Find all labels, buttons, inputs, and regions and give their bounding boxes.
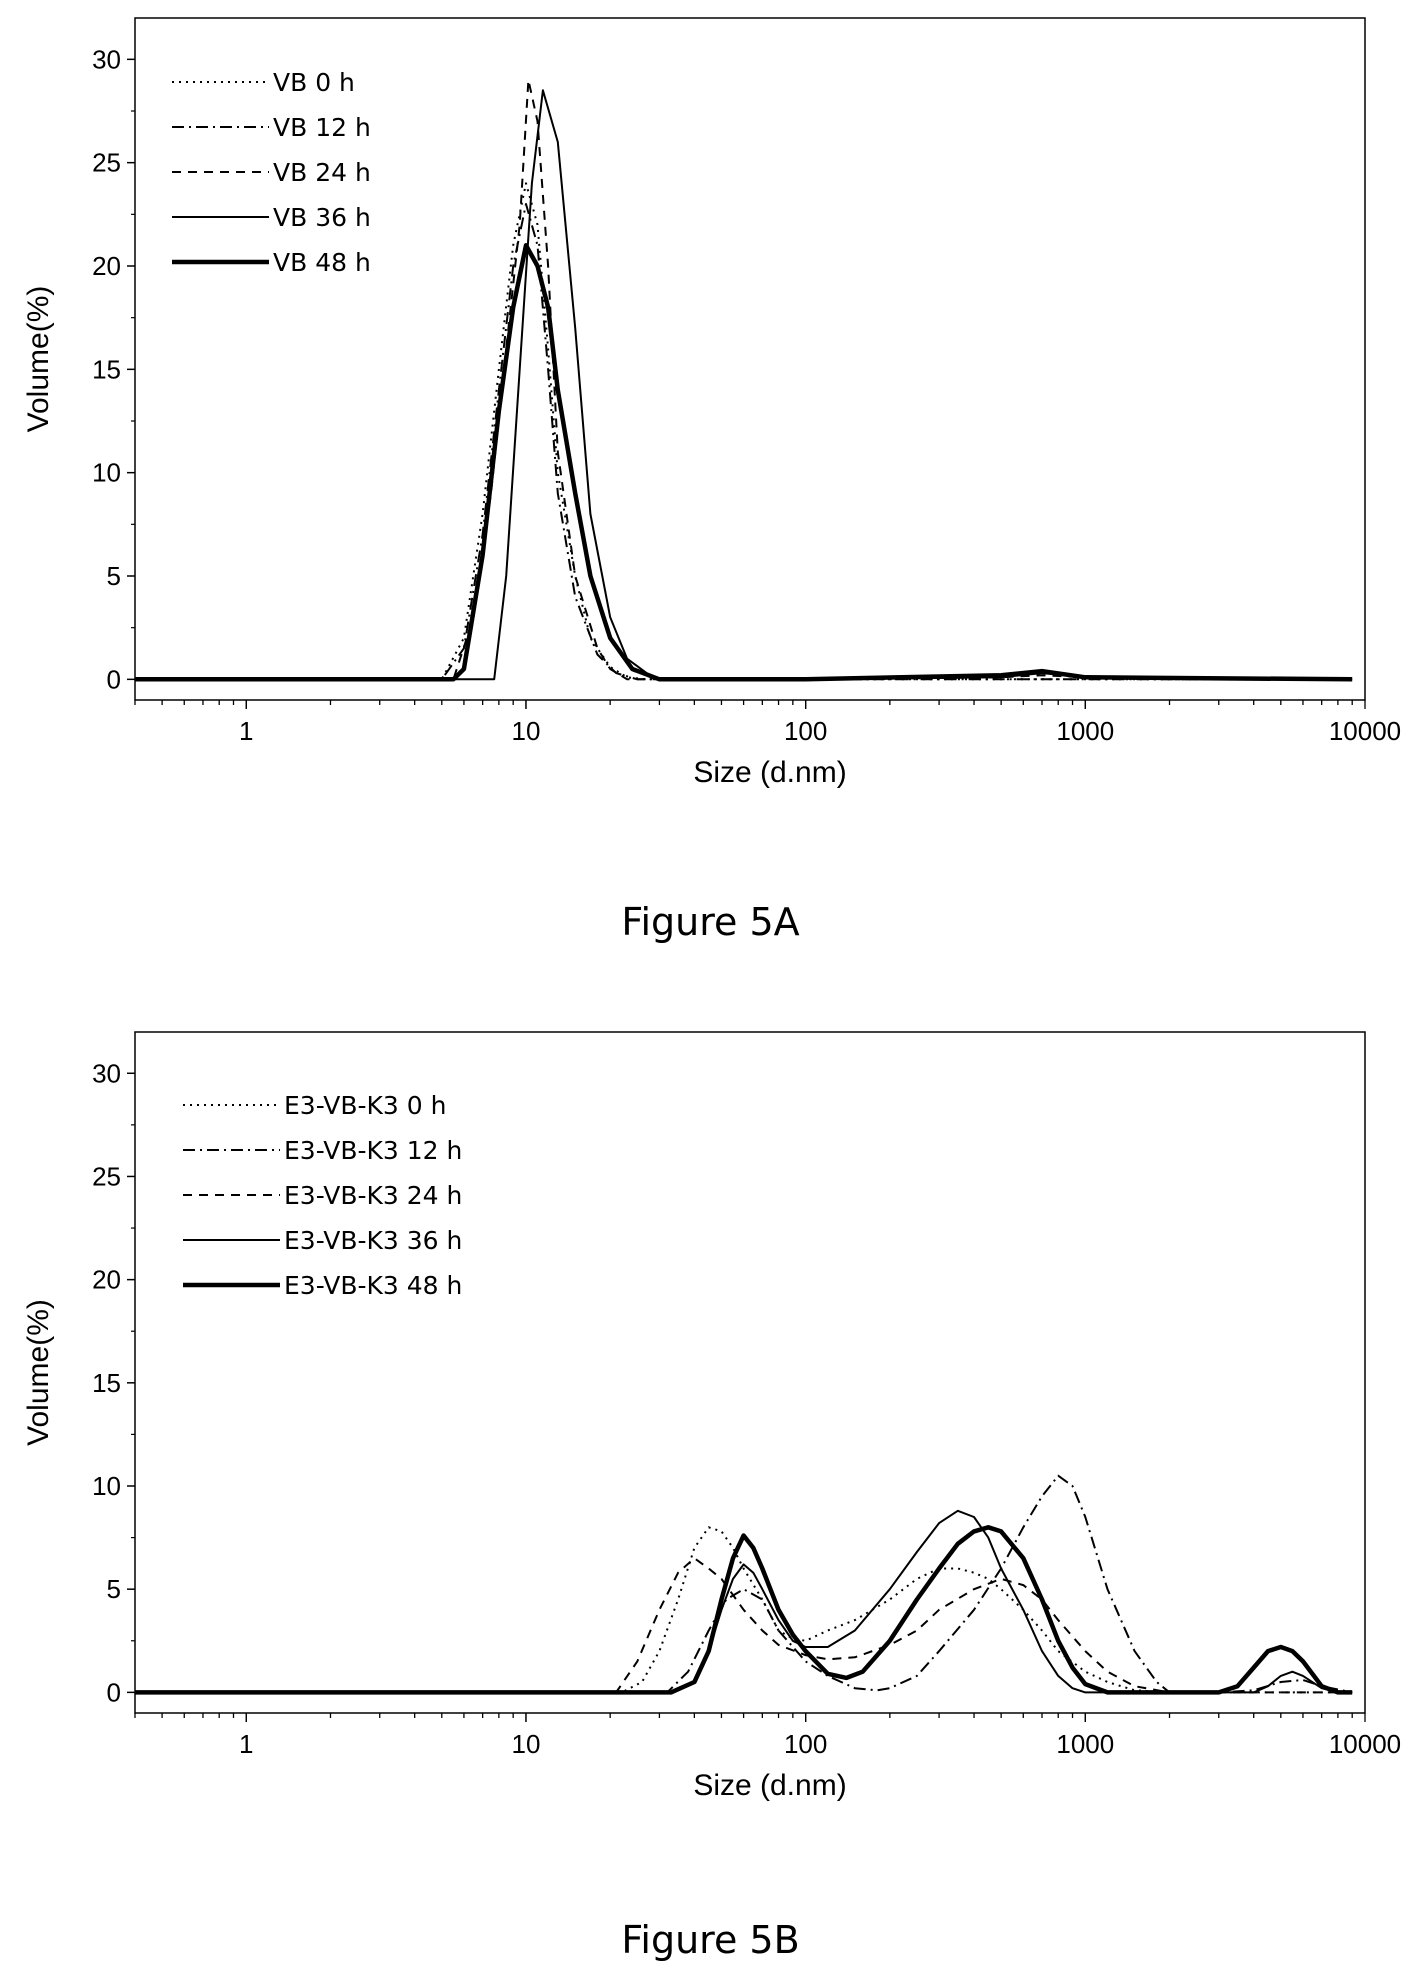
y-tick-label: 0 (107, 664, 121, 694)
y-tick-label: 15 (92, 1368, 121, 1398)
legend-label: E3-VB-K3 0 h (284, 1091, 446, 1120)
legend-label: E3-VB-K3 48 h (284, 1271, 462, 1300)
legend-label: VB 36 h (273, 203, 371, 232)
series-line (135, 1509, 1353, 1694)
y-tick-label: 25 (92, 1161, 121, 1191)
x-tick-label: 10000 (1329, 1729, 1401, 1759)
figure-caption: Figure 5A (621, 900, 800, 944)
y-tick-label: 30 (92, 44, 121, 74)
y-tick-label: 5 (107, 561, 121, 591)
y-tick-label: 25 (92, 148, 121, 178)
series-line (135, 1557, 1353, 1694)
x-tick-label: 1000 (1056, 1729, 1114, 1759)
x-axis-title: Size (d.nm) (693, 756, 846, 789)
plot-frame (134, 17, 1366, 701)
y-tick-label: 5 (107, 1574, 121, 1604)
legend-label: E3-VB-K3 12 h (284, 1136, 462, 1165)
y-tick-label: 30 (92, 1058, 121, 1088)
legend-label: VB 48 h (273, 248, 371, 277)
y-axis-title: Volume(%) (22, 286, 55, 433)
x-tick-label: 10 (512, 716, 541, 746)
x-tick-label: 10 (512, 1729, 541, 1759)
legend-label: E3-VB-K3 24 h (284, 1181, 462, 1210)
series-line (135, 1526, 1353, 1694)
chart-5a: 0 5 10 15 20 25 30 1 10 100 1000 10000 Size (d.nm) Vo… (22, 17, 1401, 789)
y-tick-label: 15 (92, 354, 121, 384)
y-tick-label: 20 (92, 1265, 121, 1295)
legend-label: E3-VB-K3 36 h (284, 1226, 462, 1255)
x-tick-label: 100 (784, 1729, 827, 1759)
legend-label: VB 0 h (273, 68, 355, 97)
x-tick-label: 1 (239, 716, 253, 746)
y-tick-label: 20 (92, 251, 121, 281)
y-axis-title: Volume(%) (22, 1299, 55, 1446)
series-line (135, 243, 1353, 682)
figure-caption: Figure 5B (621, 1918, 800, 1962)
figure-5a: 0 5 10 15 20 25 30 1 10 100 1000 10000 Size (d.nm) Vo… (22, 17, 1401, 944)
chart-5b: 0 5 10 15 20 25 30 1 10 100 1000 10000 Size (d.nm) Vo… (22, 1031, 1401, 1802)
plot-frame (134, 1031, 1366, 1714)
y-tick-label: 0 (107, 1677, 121, 1707)
series-line (135, 1525, 1353, 1695)
legend-label: VB 12 h (273, 113, 371, 142)
x-axis-title: Size (d.nm) (693, 1769, 846, 1802)
y-tick-label: 10 (92, 458, 121, 488)
x-tick-label: 100 (784, 716, 827, 746)
series-line (135, 1474, 1353, 1694)
x-tick-label: 1000 (1056, 716, 1114, 746)
y-tick-label: 10 (92, 1471, 121, 1501)
figure-5b: 0 5 10 15 20 25 30 1 10 100 1000 10000 Size (d.nm) Vo… (0, 990, 1421, 1969)
x-tick-label: 1 (239, 1729, 253, 1759)
x-tick-label: 10000 (1329, 716, 1401, 746)
legend-label: VB 24 h (273, 158, 371, 187)
